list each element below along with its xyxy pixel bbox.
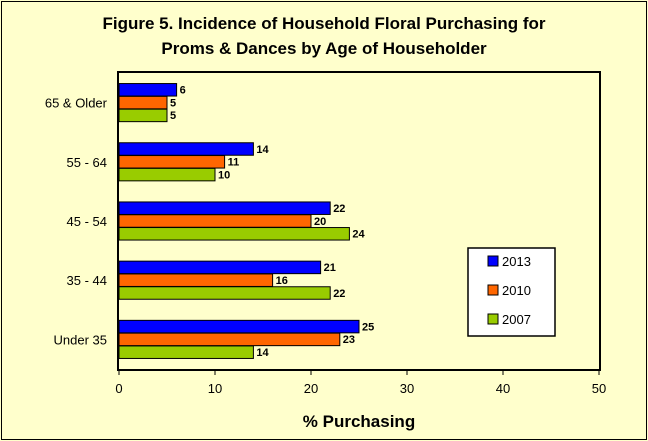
data-label-2013-65-older: 6 [180, 85, 186, 97]
bar-2013-45-54 [118, 201, 331, 215]
bar-2010-under-35 [118, 332, 341, 347]
bar-2007-under-35 [118, 345, 254, 359]
bar-2013-65-older [118, 83, 178, 97]
chart-title-line-2: Proms & Dances by Age of Householder [161, 39, 487, 58]
x-tick-label-50: 50 [592, 381, 606, 396]
data-label-2007-45-54: 24 [352, 229, 365, 241]
bar-2010-35-44 [118, 273, 274, 287]
x-tick-label-30: 30 [400, 381, 414, 396]
legend-label-2010: 2010 [502, 283, 531, 298]
data-label-2013-under-35: 25 [362, 321, 374, 333]
category-label-35-44: 35 - 44 [67, 273, 107, 288]
legend-swatch-2013 [487, 255, 499, 267]
category-labels-layer: 65 & Older 55 - 64 45 - 54 35 - 44 Under 35 [45, 96, 108, 348]
category-label-65-older: 65 & Older [45, 96, 108, 111]
legend-label-2007: 2007 [502, 312, 531, 327]
legend-swatch-2007 [487, 313, 499, 325]
data-label-2010-65-older: 5 [170, 97, 176, 109]
data-label-2013-55-64: 14 [256, 144, 269, 156]
data-label-2010-under-35: 23 [343, 334, 355, 346]
category-label-under-35: Under 35 [54, 332, 107, 347]
bar-2007-45-54 [118, 227, 350, 241]
chart-title-line-1: Figure 5. Incidence of Household Floral … [102, 14, 545, 33]
data-label-2007-35-44: 22 [333, 288, 345, 300]
legend-items: 2013 2010 2007 [487, 254, 531, 327]
bar-2010-55-64 [118, 155, 226, 169]
bars-layer [118, 83, 360, 359]
bar-2010-45-54 [118, 214, 312, 228]
x-tick-label-10: 10 [208, 381, 222, 396]
x-ticks-layer: 0 10 20 30 40 50 [115, 370, 606, 396]
bar-2007-35-44 [118, 286, 331, 300]
bar-2013-55-64 [118, 142, 254, 156]
data-label-2007-55-64: 10 [218, 169, 230, 181]
x-tick-label-40: 40 [496, 381, 510, 396]
x-tick-label-0: 0 [115, 381, 122, 396]
category-label-55-64: 55 - 64 [67, 155, 107, 170]
bar-2010-65-older [118, 95, 168, 110]
legend-box [467, 247, 556, 337]
legend-label-2013: 2013 [502, 254, 531, 269]
data-label-2010-45-54: 20 [314, 216, 326, 228]
category-label-45-54: 45 - 54 [67, 214, 107, 229]
x-axis-label: % Purchasing [303, 412, 415, 431]
bar-2007-55-64 [118, 167, 216, 182]
data-label-2010-35-44: 16 [276, 275, 288, 287]
data-label-2007-under-35: 14 [256, 347, 269, 359]
bar-2007-65-older [118, 108, 168, 123]
bar-2013-under-35 [118, 319, 360, 334]
bar-2013-35-44 [118, 260, 322, 275]
data-label-2007-65-older: 5 [170, 110, 176, 122]
legend: 2013 2010 2007 [467, 247, 556, 337]
data-label-2010-55-64: 11 [228, 157, 240, 169]
x-tick-label-20: 20 [304, 381, 318, 396]
data-label-2013-45-54: 22 [333, 203, 345, 215]
legend-swatch-2010 [487, 284, 499, 296]
data-label-2013-35-44: 21 [324, 262, 336, 274]
